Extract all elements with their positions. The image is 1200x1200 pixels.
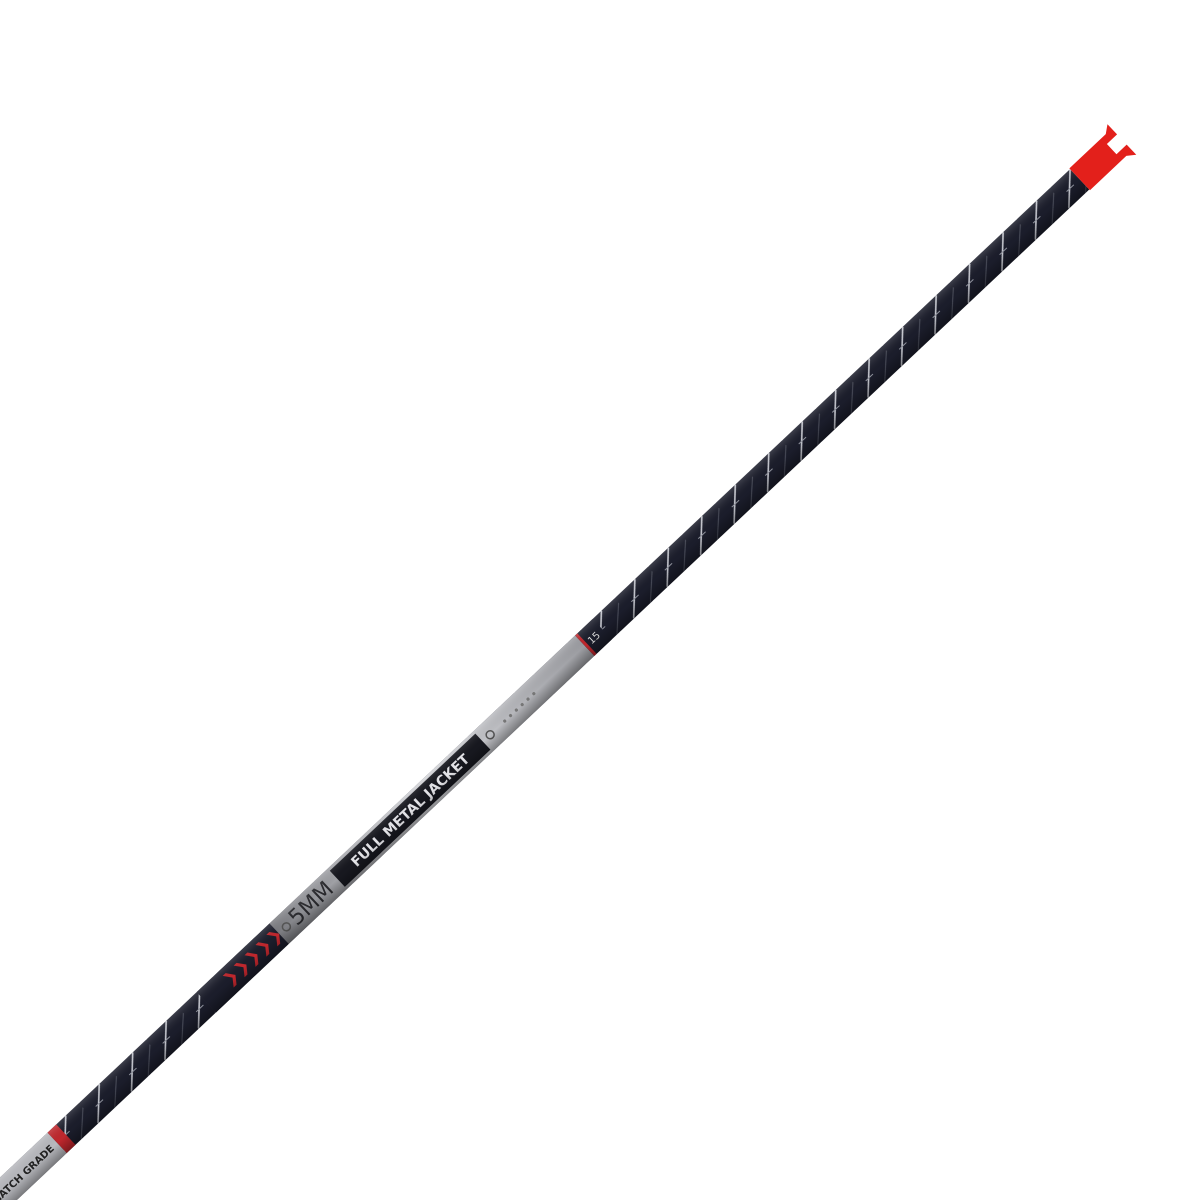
arrow-shaft: MATCH GRADE 5MM FULL METAL JACKET 15 xyxy=(0,124,1137,1200)
shading xyxy=(0,169,1090,1200)
nock xyxy=(1069,124,1137,191)
